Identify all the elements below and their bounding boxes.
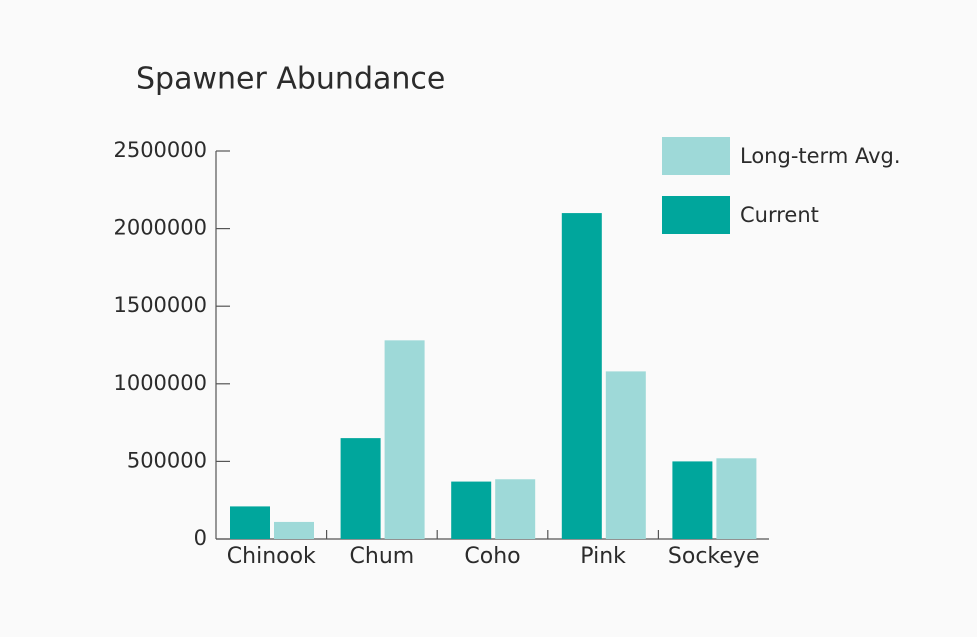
x-tick-label: Coho: [464, 544, 520, 569]
x-tick-label: Pink: [580, 544, 626, 569]
bar: [672, 461, 713, 539]
bar: [274, 521, 314, 539]
x-tick-label: Sockeye: [668, 544, 760, 569]
y-tick-label: 2000000: [113, 216, 207, 240]
x-tick-label: Chinook: [227, 544, 316, 569]
bar: [716, 458, 757, 539]
y-tick-label: 2500000: [113, 138, 207, 162]
x-tick-label: Chum: [350, 544, 415, 569]
y-tick-label: 1500000: [113, 293, 207, 317]
legend-swatch: [662, 137, 730, 175]
bar: [495, 479, 536, 539]
bar: [451, 481, 492, 539]
chart-title: Spawner Abundance: [136, 62, 445, 97]
bar: [230, 506, 270, 539]
legend-label: Current: [740, 203, 819, 227]
bar: [605, 371, 646, 539]
bar: [561, 213, 602, 539]
bar: [384, 340, 425, 539]
bar: [340, 438, 381, 539]
legend-label: Long-term Avg.: [740, 144, 901, 168]
y-tick-label: 0: [194, 526, 207, 550]
y-tick-label: 500000: [127, 448, 207, 472]
legend-swatch: [662, 196, 730, 234]
y-tick-label: 1000000: [113, 371, 207, 395]
